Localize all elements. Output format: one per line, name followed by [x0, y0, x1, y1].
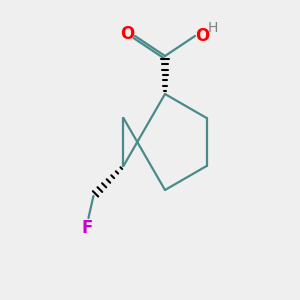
Text: O: O	[120, 25, 134, 43]
Text: O: O	[195, 27, 209, 45]
Text: F: F	[82, 219, 93, 237]
Text: H: H	[208, 21, 218, 35]
